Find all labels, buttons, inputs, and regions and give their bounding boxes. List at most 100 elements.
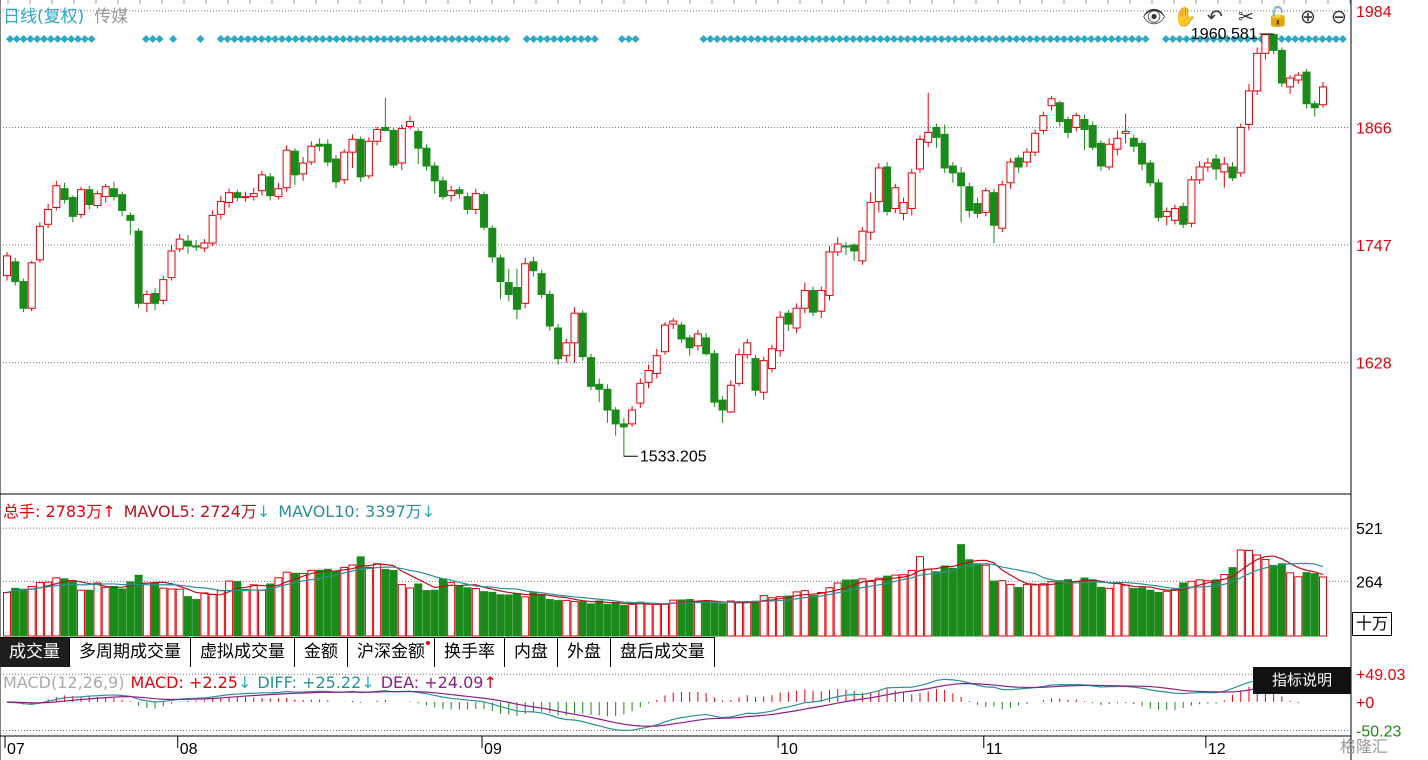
candle — [1212, 154, 1221, 180]
signal-diamond — [822, 35, 830, 43]
signal-diamond — [1168, 35, 1177, 43]
candle-body — [735, 354, 744, 384]
candlestick-series[interactable] — [3, 33, 1327, 457]
candle — [340, 149, 349, 184]
volume-bar — [233, 581, 242, 637]
signal-diamond — [298, 35, 307, 43]
candle — [735, 348, 744, 387]
volume-bar — [1105, 587, 1114, 637]
signal-diamond — [808, 35, 817, 43]
candle-body — [77, 189, 86, 215]
signal-diamond — [250, 35, 259, 43]
signal-diamond — [733, 35, 742, 43]
volume-bar — [702, 600, 711, 637]
candle-body — [866, 202, 875, 233]
candle — [142, 290, 151, 313]
volume-bar — [603, 603, 612, 637]
candle — [348, 134, 357, 168]
zoom-out-icon[interactable]: ⊖ — [1331, 6, 1347, 28]
tab-0[interactable]: 成交量 — [0, 638, 70, 667]
signal-diamond — [978, 35, 987, 43]
tab-dot-icon — [426, 641, 430, 645]
candle-body — [323, 143, 332, 163]
signal-diamond — [142, 35, 150, 43]
candle — [422, 144, 431, 171]
zoom-in-icon[interactable]: ⊕ — [1300, 6, 1316, 28]
signal-diamond — [407, 35, 416, 43]
candle — [825, 246, 834, 301]
volume-bar — [397, 583, 406, 637]
candle-body — [1179, 205, 1188, 225]
signal-diamond — [1053, 35, 1062, 43]
candle-body — [406, 121, 415, 127]
signal-diamond — [1080, 35, 1089, 43]
volume-bar — [496, 594, 505, 637]
toolbar-icons: 👁 ✋ ↶ ✂ 🔓 ⊕ ⊖ — [1142, 6, 1350, 28]
undo-icon[interactable]: ↶ — [1207, 6, 1223, 28]
candle-body — [200, 242, 209, 249]
tab-5[interactable]: 换手率 — [435, 638, 505, 667]
candle-body — [85, 189, 94, 206]
candle-body — [1170, 207, 1179, 221]
lock-icon[interactable]: 🔓 — [1266, 6, 1290, 28]
signal-diamond — [223, 35, 232, 43]
candle-body — [595, 383, 604, 390]
candle — [1064, 116, 1073, 139]
volume-bar — [841, 579, 850, 637]
candle — [225, 188, 234, 208]
price-tick-label: 1984 — [1356, 4, 1392, 21]
signal-diamond — [475, 35, 484, 43]
candle — [883, 162, 892, 216]
volume-bar — [677, 599, 686, 637]
tab-3[interactable]: 金额 — [295, 638, 348, 667]
signal-diamond — [781, 35, 790, 43]
volume-bar — [850, 579, 859, 637]
candle-body — [249, 193, 258, 198]
volume-bar — [710, 602, 719, 637]
tab-2[interactable]: 虚拟成交量 — [191, 638, 295, 667]
high-price-label: 1960.581 — [1191, 26, 1258, 43]
tab-7[interactable]: 外盘 — [558, 638, 611, 667]
signal-diamond — [318, 35, 327, 43]
candle — [159, 275, 168, 305]
volume-bar — [915, 556, 924, 637]
candle-body — [800, 289, 809, 309]
signal-diamond — [196, 35, 205, 43]
volume-bar — [833, 582, 842, 637]
tab-4[interactable]: 沪深金额 — [348, 638, 435, 667]
tab-6[interactable]: 内盘 — [505, 638, 558, 667]
volume-bar — [159, 587, 168, 637]
eye-icon[interactable]: 👁 — [1142, 6, 1167, 28]
volume-bar — [924, 568, 933, 637]
volume-bar — [126, 581, 135, 637]
tab-8[interactable]: 盘后成交量 — [611, 638, 715, 667]
hand-icon[interactable]: ✋ — [1173, 6, 1197, 28]
candle-body — [965, 186, 974, 211]
indicator-explain-button[interactable]: 指标说明 — [1253, 667, 1351, 694]
candle — [817, 286, 826, 319]
macd-panel — [6, 678, 1307, 732]
volume-bar — [652, 604, 661, 637]
price-annotations: 1960.581 1533.205 — [623, 26, 1274, 465]
volume-legend-item: MAVOL10: 3397万 — [278, 502, 421, 521]
volume-bar — [109, 585, 118, 637]
volume-bar — [430, 589, 439, 637]
candle — [323, 139, 332, 166]
candle — [841, 242, 850, 255]
candle — [710, 349, 719, 408]
candle — [628, 406, 637, 427]
candle-body — [241, 196, 250, 199]
candle-body — [167, 250, 176, 279]
scissors-icon[interactable]: ✂ — [1238, 6, 1254, 28]
tab-1[interactable]: 多周期成交量 — [70, 638, 191, 667]
signal-diamond — [1223, 35, 1232, 43]
candle-body — [471, 193, 480, 210]
candle — [578, 310, 587, 361]
volume-bar — [35, 582, 44, 637]
volume-bars[interactable] — [3, 544, 1327, 637]
signal-diamond — [155, 35, 164, 43]
candle-body — [1203, 162, 1212, 168]
signal-diamond — [352, 35, 361, 43]
volume-legend-arrow: ↑ — [102, 502, 115, 521]
volume-bar — [1170, 588, 1179, 637]
